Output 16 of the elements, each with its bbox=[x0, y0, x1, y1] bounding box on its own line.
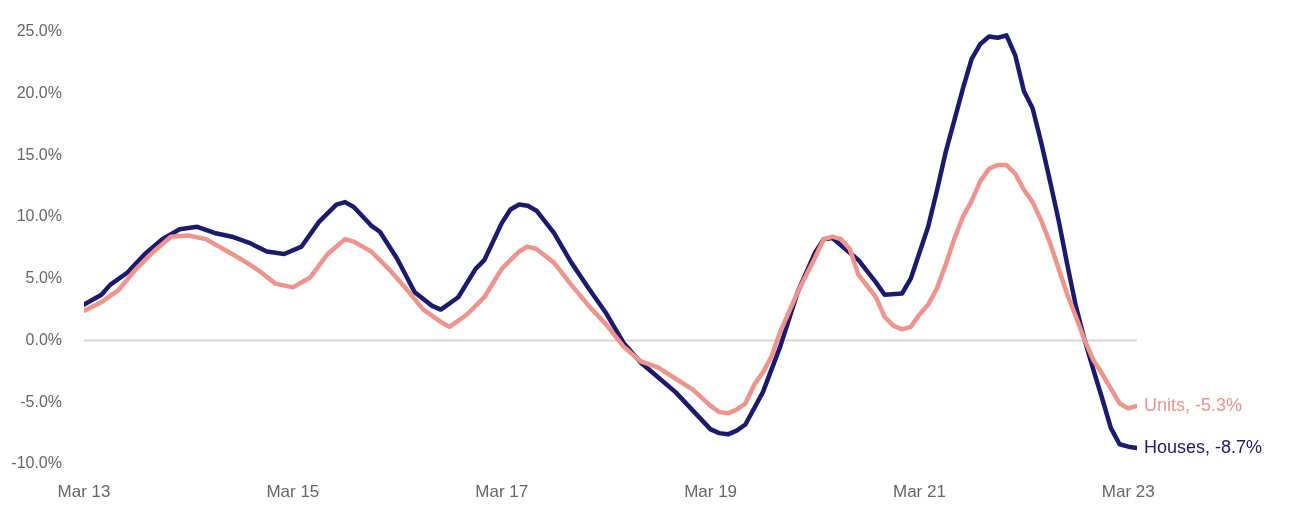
x-tick-label: Mar 23 bbox=[1101, 481, 1155, 501]
y-tick-label: -10.0% bbox=[11, 454, 62, 472]
y-tick-label: 5.0% bbox=[25, 269, 62, 287]
x-tick-label: Mar 13 bbox=[57, 481, 111, 501]
y-tick-label: 0.0% bbox=[25, 330, 62, 348]
x-tick-label: Mar 21 bbox=[892, 481, 946, 501]
y-tick-label: 10.0% bbox=[16, 207, 62, 225]
y-tick-label: 20.0% bbox=[16, 83, 62, 101]
y-tick-label: -5.0% bbox=[20, 392, 62, 410]
y-tick-label: 15.0% bbox=[16, 145, 62, 163]
x-tick-label: Mar 17 bbox=[475, 481, 529, 501]
series-label: Units, -5.3% bbox=[1144, 394, 1243, 415]
x-tick-label: Mar 15 bbox=[266, 481, 320, 501]
series-label: Houses, -8.7% bbox=[1144, 436, 1263, 457]
y-tick-label: 25.0% bbox=[16, 22, 62, 40]
x-tick-label: Mar 19 bbox=[684, 481, 738, 501]
